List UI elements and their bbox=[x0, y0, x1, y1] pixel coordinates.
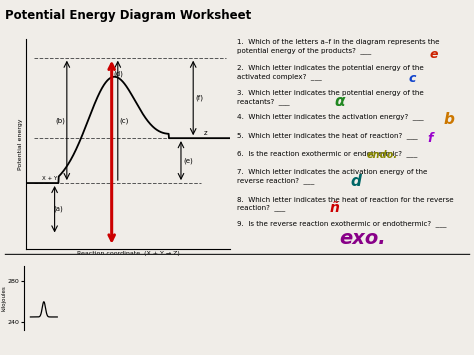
Text: 7.  Which letter indicates the activation energy of the
reverse reaction?  ___: 7. Which letter indicates the activation… bbox=[237, 169, 428, 184]
Text: f: f bbox=[428, 132, 433, 144]
Text: e: e bbox=[430, 49, 438, 61]
Y-axis label: kilojoules: kilojoules bbox=[1, 285, 6, 311]
Text: 9.  Is the reverse reaction exothermic or endothermic?  ___: 9. Is the reverse reaction exothermic or… bbox=[237, 220, 447, 227]
Text: (c): (c) bbox=[120, 117, 129, 124]
Text: d: d bbox=[351, 174, 362, 189]
Text: 1.  Which of the letters a–f in the diagram represents the
potential energy of t: 1. Which of the letters a–f in the diagr… bbox=[237, 39, 439, 54]
Text: 6.  Is the reaction exothermic or endothermic?  ___: 6. Is the reaction exothermic or endothe… bbox=[237, 151, 418, 157]
Text: X + Y: X + Y bbox=[42, 176, 58, 181]
Text: (a): (a) bbox=[54, 206, 64, 213]
Text: 5.  Which letter indicates the heat of reaction?  ___: 5. Which letter indicates the heat of re… bbox=[237, 132, 418, 139]
Text: 8.  Which letter indicates the heat of reaction for the reverse
reaction?  ___: 8. Which letter indicates the heat of re… bbox=[237, 197, 454, 211]
Text: (f): (f) bbox=[195, 95, 203, 101]
Text: (b): (b) bbox=[56, 117, 66, 124]
Text: α: α bbox=[335, 93, 345, 109]
Text: endo.: endo. bbox=[367, 151, 398, 160]
Text: (d): (d) bbox=[114, 71, 124, 77]
Text: 4.  Which letter indicates the activation energy?  ___: 4. Which letter indicates the activation… bbox=[237, 113, 424, 120]
Text: ñ: ñ bbox=[330, 201, 340, 215]
Text: b: b bbox=[444, 112, 455, 127]
Text: c: c bbox=[409, 71, 416, 84]
X-axis label: Reaction coordinate  (X + Y → Z): Reaction coordinate (X + Y → Z) bbox=[77, 251, 179, 256]
Text: 2.  Which letter indicates the potential energy of the
activated complex?  ___: 2. Which letter indicates the potential … bbox=[237, 65, 424, 80]
Text: exo.: exo. bbox=[339, 229, 386, 247]
Text: (e): (e) bbox=[183, 157, 193, 164]
Y-axis label: Potential energy: Potential energy bbox=[18, 118, 23, 170]
Text: 3.  Which letter indicates the potential energy of the
reactants?  ___: 3. Which letter indicates the potential … bbox=[237, 91, 424, 105]
Text: z: z bbox=[203, 130, 207, 136]
Text: Potential Energy Diagram Worksheet: Potential Energy Diagram Worksheet bbox=[5, 10, 251, 22]
